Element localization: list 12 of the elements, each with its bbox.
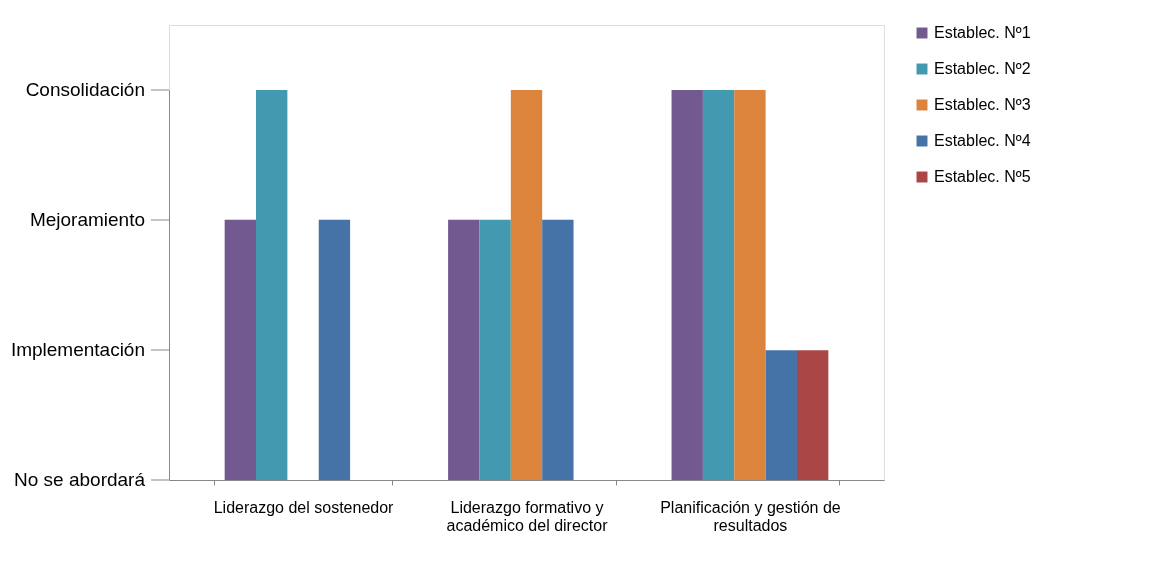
text: No se abordará — [14, 469, 146, 490]
legend-label: Establec. Nº1 — [934, 24, 1031, 41]
legend-label: Establec. Nº3 — [934, 96, 1031, 113]
x-tick-label: Liderazgo del sostenedor — [213, 498, 395, 516]
legend-label: Establec. Nº4 — [934, 132, 1031, 149]
x-tick-label: Liderazgo formativo y académico del director — [446, 498, 609, 534]
legend-label: Establec. Nº2 — [934, 60, 1031, 77]
x-tick-label: Planificación y gestión de resultados — [660, 498, 841, 534]
text: Mejoramiento — [29, 209, 145, 230]
legend-label: Establec. Nº5 — [934, 168, 1031, 185]
text: Consolidación — [25, 79, 145, 100]
text: Implementación — [10, 339, 145, 360]
